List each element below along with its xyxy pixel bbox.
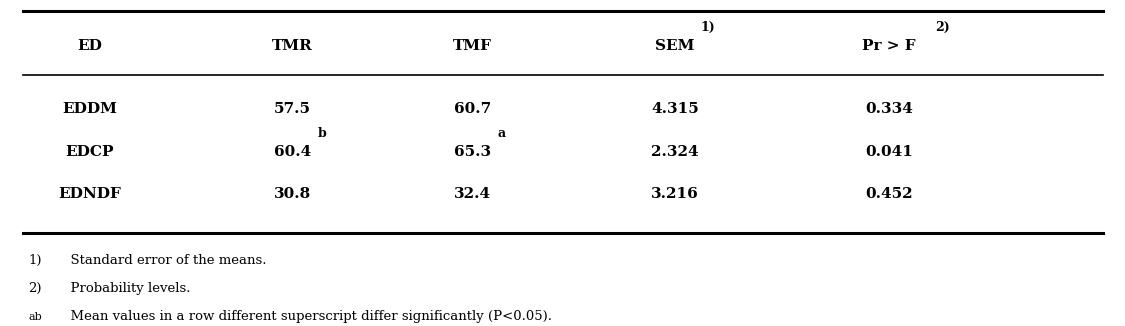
Text: Mean values in a row different superscript differ significantly (P<0.05).: Mean values in a row different superscri… [62, 310, 552, 323]
Text: EDNDF: EDNDF [58, 187, 122, 201]
Text: 1): 1) [701, 21, 716, 34]
Text: EDCP: EDCP [65, 145, 115, 158]
Text: 0.334: 0.334 [865, 102, 912, 116]
Text: 60.4: 60.4 [273, 145, 312, 158]
Text: 60.7: 60.7 [453, 102, 492, 116]
Text: 0.041: 0.041 [865, 145, 912, 158]
Text: SEM: SEM [655, 39, 695, 52]
Text: b: b [317, 127, 326, 140]
Text: ED: ED [78, 39, 102, 52]
Text: 2): 2) [28, 282, 42, 295]
Text: 2): 2) [935, 21, 950, 34]
Text: 32.4: 32.4 [455, 187, 490, 201]
Text: 57.5: 57.5 [274, 102, 310, 116]
Text: TMR: TMR [272, 39, 313, 52]
Text: Standard error of the means.: Standard error of the means. [62, 254, 267, 267]
Text: 4.315: 4.315 [651, 102, 699, 116]
Text: 3.216: 3.216 [651, 187, 699, 201]
Text: 1): 1) [28, 254, 42, 267]
Text: 65.3: 65.3 [455, 145, 490, 158]
Text: 2.324: 2.324 [651, 145, 699, 158]
Text: ab: ab [28, 312, 42, 322]
Text: a: a [497, 127, 505, 140]
Text: 30.8: 30.8 [273, 187, 312, 201]
Text: TMF: TMF [453, 39, 492, 52]
Text: 0.452: 0.452 [865, 187, 912, 201]
Text: EDDM: EDDM [63, 102, 117, 116]
Text: Probability levels.: Probability levels. [62, 282, 190, 295]
Text: Pr > F: Pr > F [862, 39, 916, 52]
